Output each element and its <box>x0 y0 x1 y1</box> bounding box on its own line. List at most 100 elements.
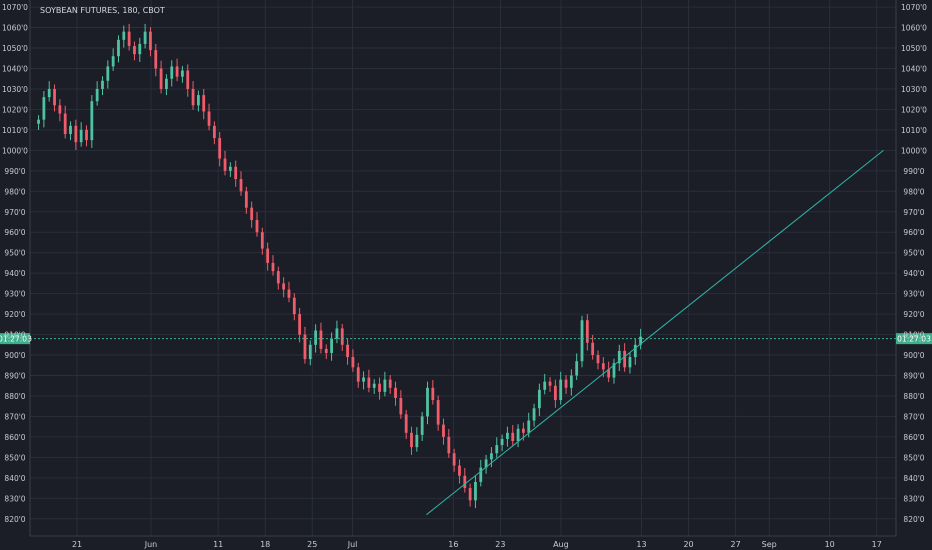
x-tick-label: Jul <box>347 540 358 549</box>
y-tick-label-left: 930'0 <box>4 290 25 299</box>
candle-body <box>580 320 584 362</box>
candle-body <box>612 363 616 378</box>
y-tick-label-right: 860'0 <box>903 433 924 442</box>
candle-body <box>447 436 451 454</box>
y-tick-label-left: 900'0 <box>4 351 25 360</box>
candle-body <box>42 97 46 120</box>
candle-body <box>95 88 99 102</box>
candle-body <box>479 467 483 482</box>
chart-title: SOYBEAN FUTURES, 180, CBOT <box>40 6 165 15</box>
candle-body <box>490 453 493 460</box>
candle-body <box>495 445 499 454</box>
candle-body <box>53 88 56 106</box>
y-tick-label-right: 930'0 <box>903 290 924 299</box>
candle-body <box>202 95 206 112</box>
candle-body <box>79 129 83 143</box>
candle-body <box>37 119 40 124</box>
candle-body <box>255 219 259 233</box>
candle-body <box>276 271 280 284</box>
y-axis-right[interactable]: 1070'0 1060'0 1050'0 1040'0 1030'0 1020'0 1010… <box>901 3 927 524</box>
candle-body <box>463 475 467 489</box>
candle-body <box>149 31 152 51</box>
candle-body <box>516 428 520 441</box>
candle-body <box>351 357 355 368</box>
candle-body <box>335 328 339 339</box>
x-tick-label: 10 <box>825 540 835 549</box>
candle-body <box>170 66 174 79</box>
candle-body <box>106 66 110 81</box>
candle-body <box>511 432 515 441</box>
candle-body <box>143 31 147 44</box>
y-tick-label-right: 880'0 <box>903 392 924 401</box>
candle-body <box>378 383 381 392</box>
candle-body <box>133 45 136 55</box>
candle-body <box>207 111 211 126</box>
price-badge-right <box>896 333 932 345</box>
y-tick-label-right: 900'0 <box>903 351 924 360</box>
candle-body <box>372 383 376 388</box>
y-tick-label-left: 1050'0 <box>2 44 28 53</box>
y-tick-label-left: 1030'0 <box>2 85 28 94</box>
y-tick-label-left: 840'0 <box>4 474 25 483</box>
y-tick-label-left: 860'0 <box>4 433 25 442</box>
x-tick-label: Aug <box>553 540 569 549</box>
candle-body <box>127 31 131 46</box>
candle-body <box>452 453 456 466</box>
candle-body <box>468 488 472 501</box>
candle-body <box>484 459 488 468</box>
y-tick-label-right: 1030'0 <box>901 85 927 94</box>
y-tick-label-left: 940'0 <box>4 269 25 278</box>
candle-body <box>559 379 563 401</box>
y-tick-label-left: 960'0 <box>4 228 25 237</box>
trendline-segment <box>426 149 884 516</box>
candle-body <box>282 283 286 290</box>
candle-body <box>596 355 600 364</box>
candle-body <box>537 389 541 409</box>
candle-body <box>383 379 387 392</box>
y-tick-label-right: 870'0 <box>903 412 924 421</box>
candle-body <box>324 348 328 353</box>
candle-body <box>601 363 605 370</box>
candle-body <box>340 328 344 345</box>
candle-body <box>186 70 190 89</box>
y-tick-label-right: 1010'0 <box>901 126 927 135</box>
candle-body <box>266 248 270 263</box>
candle-body <box>617 350 621 364</box>
y-tick-label-right: 1050'0 <box>901 44 927 53</box>
y-tick-label-left: 1010'0 <box>2 126 28 135</box>
candle-body <box>431 387 435 401</box>
candle-body <box>303 334 307 360</box>
candle-body <box>399 398 403 415</box>
y-tick-label-left: 850'0 <box>4 453 25 462</box>
y-axis-left[interactable]: 1070'0 1060'0 1050'0 1040'0 1030'0 1020'0 1010… <box>2 3 28 524</box>
candle-body <box>319 330 323 349</box>
candle-body <box>244 191 248 208</box>
candle-body <box>569 375 573 388</box>
candle-body <box>410 432 413 448</box>
candle-body <box>191 88 195 106</box>
candle-body <box>575 361 579 376</box>
y-tick-label-right: 950'0 <box>903 249 924 258</box>
x-tick-label: 23 <box>495 540 505 549</box>
y-tick-label-left: 990'0 <box>4 167 25 176</box>
candle-body <box>138 43 142 55</box>
y-tick-label-right: 1040'0 <box>901 64 927 73</box>
x-tick-label: 18 <box>260 540 270 549</box>
trendline[interactable] <box>426 149 884 516</box>
candle-body <box>633 344 637 358</box>
x-axis[interactable]: 21 Jun 11 18 25 Jul 16 23 Aug 13 20 27 Sep 10 17 <box>72 540 882 549</box>
candle-body <box>415 434 419 448</box>
y-tick-label-left: 890'0 <box>4 371 25 380</box>
candle-body <box>607 369 611 378</box>
x-tick-label: 13 <box>636 540 646 549</box>
x-tick-label: Sep <box>762 540 777 549</box>
x-tick-label: 21 <box>72 540 82 549</box>
candle-body <box>159 68 163 89</box>
price-badge-right-label: 01:27:03 <box>897 335 931 344</box>
x-tick-label: 27 <box>731 540 741 549</box>
y-tick-label-right: 980'0 <box>903 187 924 196</box>
y-tick-label-left: 820'0 <box>4 515 25 524</box>
candle-body <box>532 408 536 421</box>
